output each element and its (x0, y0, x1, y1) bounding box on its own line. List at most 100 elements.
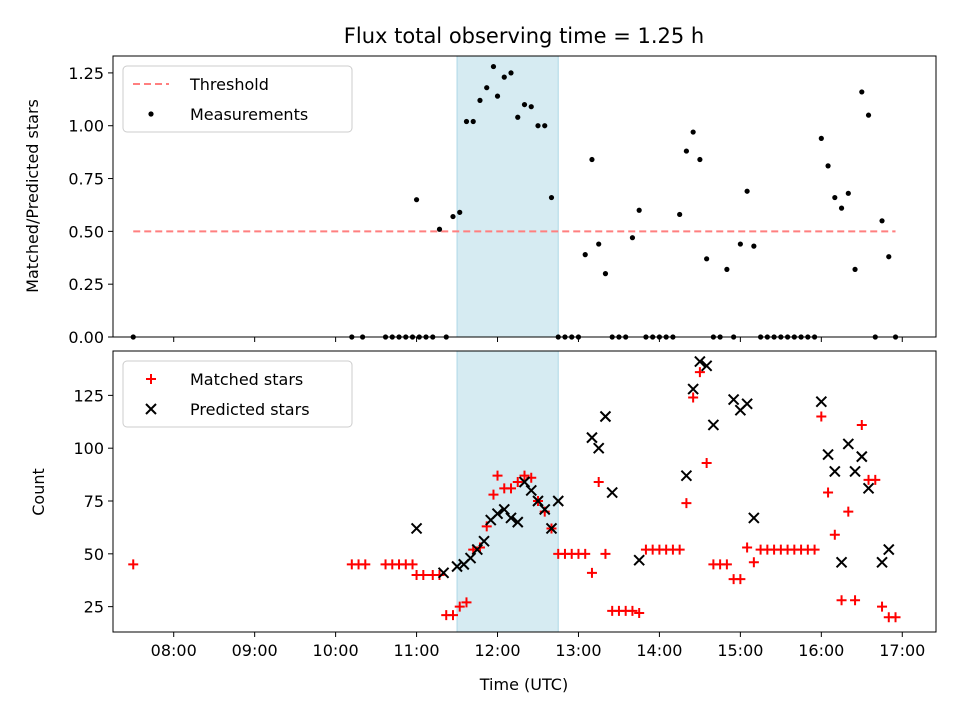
matched-star-marker (627, 605, 638, 616)
predicted-star-marker (687, 383, 699, 395)
measurement-point (413, 197, 420, 203)
predicted-star-marker (862, 482, 875, 495)
predicted-star-marker (842, 438, 855, 450)
predicted-star-marker (451, 560, 463, 573)
matched-star-marker (694, 367, 705, 378)
x-tick-label: 15:00 (717, 641, 763, 660)
matched-star-marker (681, 498, 692, 509)
measurement-point (724, 266, 730, 272)
matched-star-marker (816, 411, 827, 422)
top-y-axis-label: Matched/Predicted stars (23, 99, 42, 293)
legend-measurement-swatch (148, 111, 154, 117)
matched-star-marker (128, 559, 139, 570)
matched-star-marker (701, 457, 712, 468)
measurement-point (690, 129, 696, 135)
predicted-star-marker (437, 567, 450, 579)
measurement-point (879, 218, 885, 224)
matched-star-marker (461, 597, 472, 608)
predicted-star-marker (694, 355, 706, 368)
predicted-star-marker (592, 442, 605, 454)
matched-star-marker (512, 476, 523, 487)
predicted-star-marker (532, 495, 544, 507)
y-tick-label: 0.75 (68, 170, 104, 189)
x-tick-label: 17:00 (879, 641, 925, 660)
predicted-star-marker (491, 507, 504, 520)
x-tick-label: 10:00 (313, 641, 359, 660)
y-tick-label: 125 (73, 386, 104, 405)
measurement-point (737, 241, 743, 247)
y-tick-label: 75 (84, 492, 104, 511)
matched-star-marker (688, 392, 699, 403)
x-axis-label: Time (UTC) (479, 675, 568, 694)
y-tick-label: 100 (73, 439, 104, 458)
measurement-point (751, 243, 757, 249)
predicted-star-marker (518, 476, 531, 488)
y-tick-label: 1.00 (68, 117, 104, 136)
legend-label: Threshold (189, 75, 269, 94)
predicted-star-marker (815, 395, 828, 408)
matched-star-marker (809, 544, 820, 555)
observing-window-span (457, 351, 559, 632)
matched-star-marker (407, 559, 418, 570)
measurement-point (859, 89, 865, 95)
matched-star-marker (829, 529, 840, 540)
predicted-star-marker (586, 431, 598, 444)
matched-star-marker (506, 483, 517, 494)
measurement-point (865, 112, 872, 118)
matched-star-marker (418, 569, 429, 580)
predicted-star-marker (606, 486, 618, 499)
measurement-point (683, 148, 690, 154)
matched-star-marker (735, 574, 746, 585)
predicted-star-marker (410, 522, 423, 535)
matched-star-marker (850, 595, 861, 606)
y-tick-label: 0.00 (68, 328, 104, 347)
predicted-star-marker (829, 465, 841, 478)
measurement-point (501, 74, 507, 80)
y-tick-label: 0.25 (68, 275, 104, 294)
predicted-star-marker (478, 535, 490, 547)
matched-star-marker (488, 489, 499, 500)
observing-window-span (457, 56, 559, 337)
matched-star-marker (600, 548, 611, 559)
predicted-star-marker (707, 419, 720, 431)
axes-frame (112, 55, 937, 338)
predicted-star-marker (700, 360, 713, 372)
matched-star-marker (447, 610, 458, 621)
matched-star-marker (634, 607, 645, 618)
y-tick-label: 25 (84, 598, 104, 617)
measurement-point (457, 209, 463, 215)
matched-star-marker (519, 470, 530, 481)
predicted-star-marker (498, 503, 510, 516)
measurement-point (697, 156, 703, 163)
matched-star-marker (742, 542, 753, 553)
matched-star-marker (748, 557, 759, 568)
measurement-point (521, 101, 528, 108)
matched-star-marker (593, 476, 604, 487)
measurement-point (548, 194, 555, 201)
matched-star-marker (843, 506, 854, 517)
predicted-star-marker (856, 450, 868, 463)
measurement-point (825, 163, 831, 169)
predicted-star-marker (835, 556, 848, 568)
measurement-point (494, 93, 501, 99)
legend-box (122, 65, 353, 133)
predicted-star-marker (822, 448, 834, 461)
matched-star-marker (823, 487, 834, 498)
x-tick-label: 16:00 (798, 641, 844, 660)
predicted-star-marker (727, 393, 740, 406)
x-tick-label: 11:00 (394, 641, 440, 660)
measurement-point (818, 135, 824, 141)
measurement-point (852, 266, 858, 272)
measurement-point (484, 85, 490, 91)
matched-star-marker (870, 474, 881, 485)
predicted-star-marker (545, 522, 558, 535)
matched-star-marker (856, 419, 867, 430)
measurement-point (629, 235, 636, 241)
x-tick-label: 08:00 (151, 641, 197, 660)
measurement-point (490, 63, 497, 70)
measurement-point (470, 118, 476, 125)
measurement-point (477, 97, 483, 103)
measurement-point (744, 188, 750, 194)
measurement-point (515, 114, 521, 120)
matched-star-marker (580, 548, 591, 559)
